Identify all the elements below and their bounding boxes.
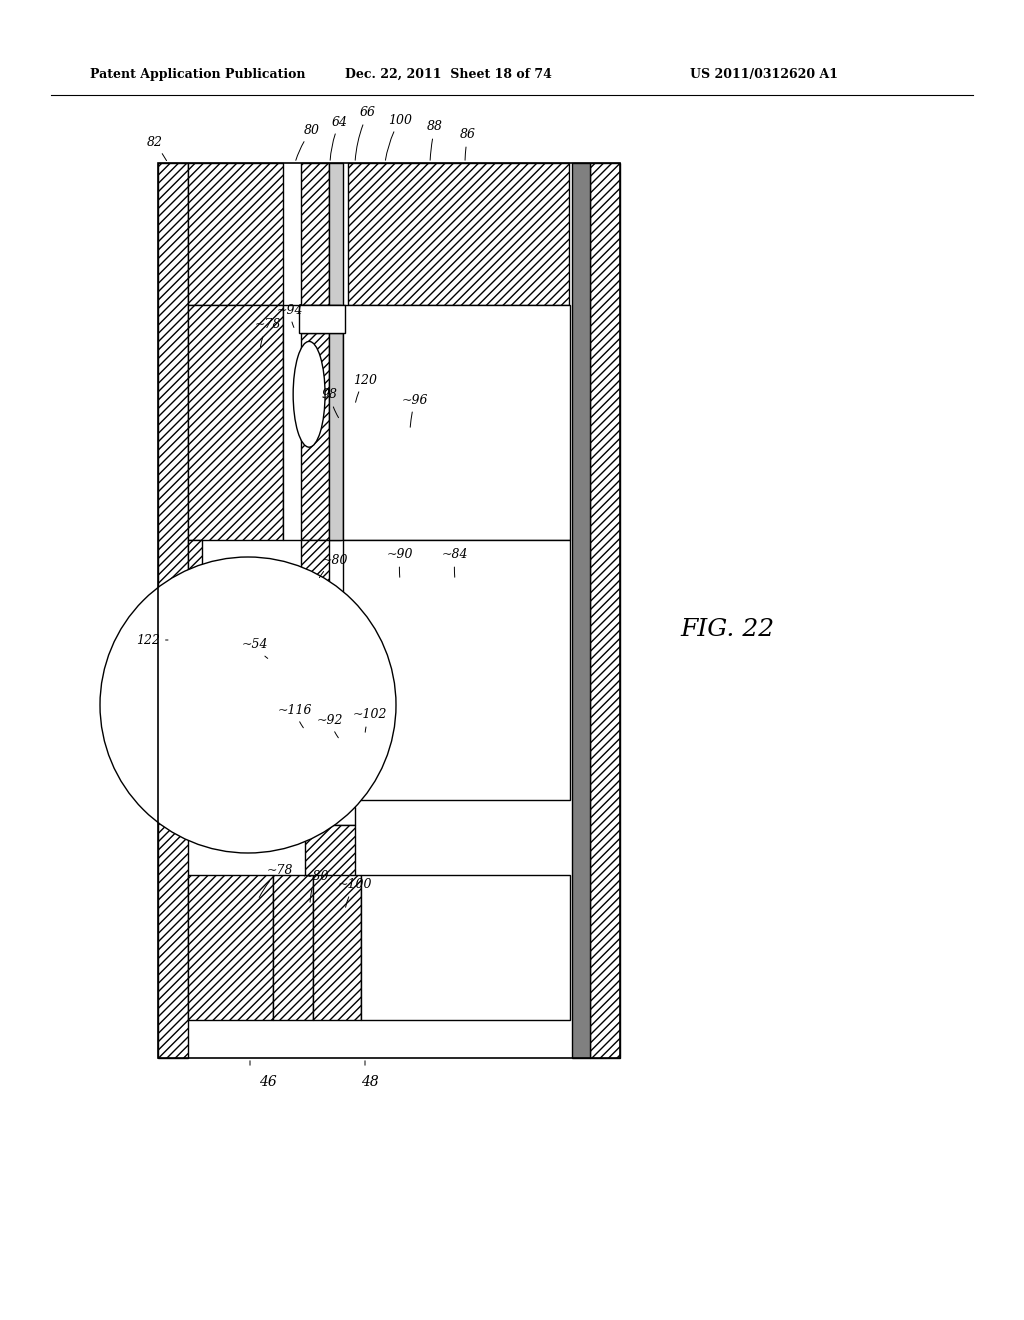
Text: ~92: ~92 <box>316 714 343 738</box>
Bar <box>572 162 590 1059</box>
Text: ~78: ~78 <box>259 863 293 898</box>
Text: 120: 120 <box>353 374 377 403</box>
Text: 86: 86 <box>460 128 476 160</box>
Text: Patent Application Publication: Patent Application Publication <box>90 69 305 81</box>
Text: 88: 88 <box>427 120 443 160</box>
Text: FIG. 22: FIG. 22 <box>680 619 774 642</box>
Text: 100: 100 <box>385 114 412 160</box>
Text: ~80: ~80 <box>303 870 330 903</box>
Bar <box>188 540 202 780</box>
Bar <box>590 162 620 1059</box>
Bar <box>305 772 341 807</box>
Text: ~96: ~96 <box>401 393 428 428</box>
Bar <box>283 680 329 702</box>
Text: 98: 98 <box>322 388 339 417</box>
Bar <box>188 305 283 540</box>
Bar <box>188 162 283 305</box>
Text: 80: 80 <box>296 124 319 160</box>
Bar <box>299 305 345 333</box>
Text: 66: 66 <box>355 107 376 160</box>
Bar <box>348 162 569 305</box>
Bar <box>283 305 341 540</box>
Text: Dec. 22, 2011  Sheet 18 of 74: Dec. 22, 2011 Sheet 18 of 74 <box>345 69 552 81</box>
Ellipse shape <box>293 342 325 447</box>
Text: ~94: ~94 <box>276 304 303 327</box>
Text: ~84: ~84 <box>441 549 468 577</box>
Bar <box>301 333 329 540</box>
Bar <box>305 807 355 825</box>
Text: ~100: ~100 <box>338 879 373 907</box>
Text: 122: 122 <box>136 634 168 647</box>
Bar <box>343 540 570 800</box>
Bar <box>305 825 355 906</box>
Bar <box>329 162 343 305</box>
Text: US 2011/0312620 A1: US 2011/0312620 A1 <box>690 69 838 81</box>
Text: ~54: ~54 <box>242 639 268 659</box>
Text: ~80: ~80 <box>319 553 348 578</box>
Text: 46: 46 <box>259 1074 276 1089</box>
Text: ~78: ~78 <box>255 318 282 347</box>
Bar <box>158 162 620 1059</box>
Bar <box>329 333 343 540</box>
Text: 48: 48 <box>361 1074 379 1089</box>
Text: ~102: ~102 <box>352 709 387 733</box>
Bar <box>301 702 329 727</box>
Text: 82: 82 <box>147 136 167 161</box>
Bar <box>301 540 329 680</box>
Text: ~116: ~116 <box>278 704 312 727</box>
Bar <box>273 875 313 1020</box>
Bar <box>313 875 361 1020</box>
Bar <box>361 875 570 1020</box>
Bar <box>188 875 273 1020</box>
Bar <box>158 162 188 1059</box>
Circle shape <box>100 557 396 853</box>
Text: ~90: ~90 <box>387 549 414 577</box>
Text: 64: 64 <box>330 116 348 160</box>
Bar <box>343 305 570 540</box>
Bar <box>301 162 329 305</box>
Bar <box>301 750 341 772</box>
